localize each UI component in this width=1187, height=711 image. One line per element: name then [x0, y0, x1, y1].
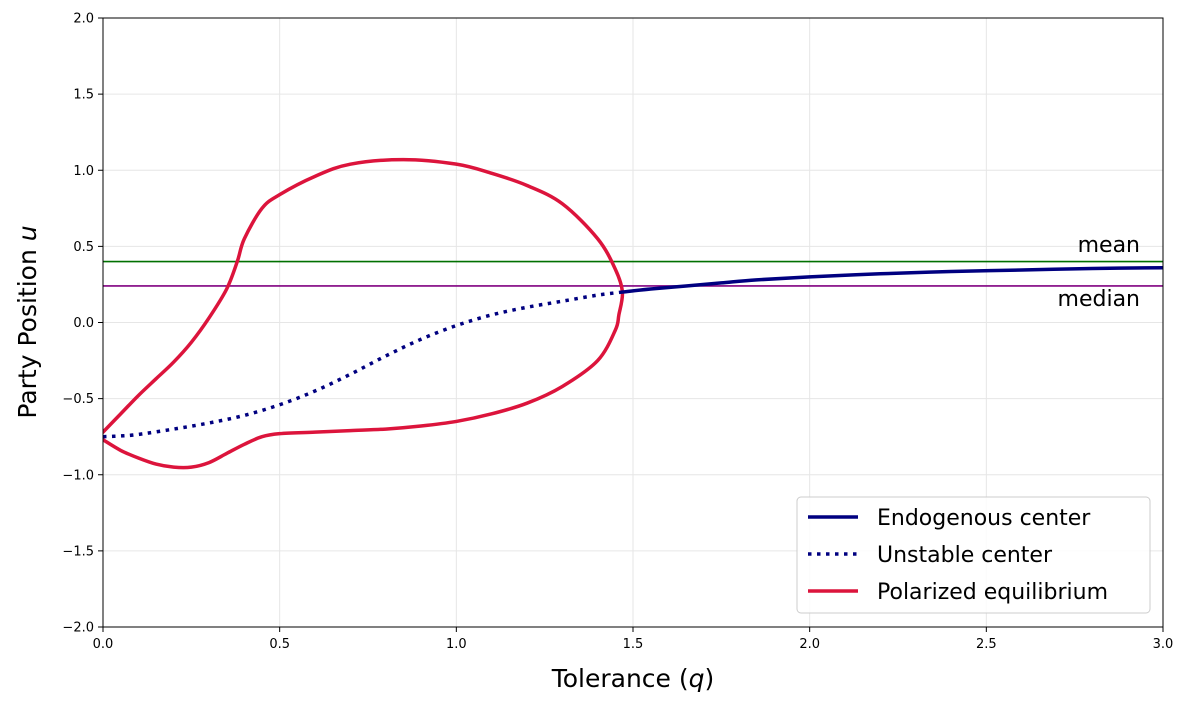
y-tick-label: 0.0: [73, 316, 94, 331]
y-tick-label: 2.0: [73, 12, 94, 27]
y-axis-title: Party Position u: [13, 225, 42, 418]
y-tick-label: 0.5: [73, 240, 94, 255]
legend-label-endogenous: Endogenous center: [877, 506, 1091, 531]
reference-labels: mean median: [1058, 233, 1140, 312]
x-axis-title: Tolerance (q): [551, 664, 715, 693]
reference-lines: [103, 260, 1163, 287]
x-tick-label: 2.0: [799, 637, 820, 652]
legend-label-unstable: Unstable center: [877, 543, 1053, 568]
legend-label-polarized: Polarized equilibrium: [877, 580, 1108, 605]
x-tick-label: 2.5: [976, 637, 997, 652]
series-group: [103, 157, 1163, 470]
series-endogenous-center: [620, 265, 1163, 294]
x-tick-label: 0.5: [269, 637, 290, 652]
x-tick-label: 1.0: [446, 637, 467, 652]
y-axis: −2.0 −1.5 −1.0 −0.5 0.0 0.5 1.0 1.5 2.0: [62, 12, 103, 636]
x-tick-label: 0.0: [93, 637, 114, 652]
x-axis: 0.0 0.5 1.0 1.5 2.0 2.5 3.0: [93, 627, 1174, 652]
y-tick-label: 1.5: [73, 88, 94, 103]
y-tick-label: −1.5: [62, 544, 94, 559]
legend: Endogenous center Unstable center Polari…: [796, 496, 1151, 614]
y-tick-label: −2.0: [62, 621, 94, 636]
median-label: median: [1058, 287, 1140, 312]
y-tick-label: −0.5: [62, 392, 94, 407]
y-tick-label: −1.0: [62, 468, 94, 483]
legend-box: [796, 496, 1151, 614]
x-tick-label: 3.0: [1153, 637, 1174, 652]
y-tick-label: 1.0: [73, 164, 94, 179]
x-tick-label: 1.5: [623, 637, 644, 652]
series-polarized-equilibrium: [103, 157, 625, 470]
mean-label: mean: [1078, 233, 1140, 258]
